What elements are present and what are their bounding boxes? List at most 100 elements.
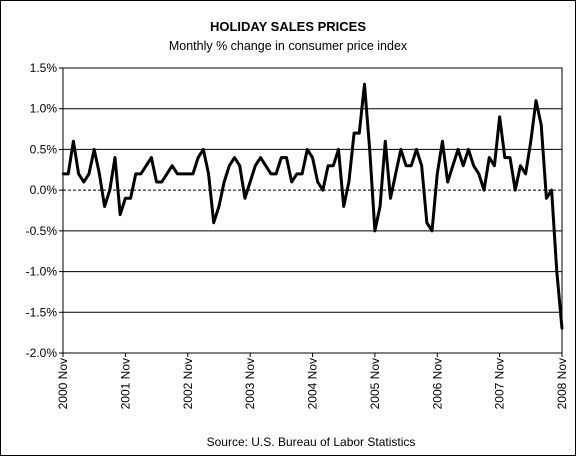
- data-point: [534, 99, 538, 102]
- data-point: [118, 213, 122, 216]
- data-point: [295, 172, 299, 176]
- data-point: [264, 164, 267, 167]
- data-point: [368, 148, 371, 151]
- data-point: [420, 164, 423, 167]
- data-point: [186, 172, 189, 176]
- x-tick-label: 2007 Nov: [493, 358, 507, 409]
- plot-area: [62, 67, 563, 354]
- data-point: [394, 172, 397, 176]
- data-point: [514, 188, 517, 192]
- x-tick-label: 2001 Nov: [118, 358, 132, 409]
- chart-title: HOLIDAY SALES PRICES: [210, 19, 366, 34]
- data-point: [389, 197, 392, 200]
- data-point: [113, 156, 117, 159]
- data-point: [415, 148, 418, 151]
- chart-source: Source: U.S. Bureau of Labor Statistics: [207, 435, 416, 449]
- data-point: [399, 148, 403, 151]
- data-point: [139, 172, 143, 176]
- gridlines: [63, 108, 562, 313]
- data-point: [165, 172, 169, 176]
- data-point: [196, 156, 200, 159]
- data-point: [425, 221, 429, 224]
- data-point: [451, 164, 455, 167]
- data-point: [540, 123, 543, 127]
- data-point: [524, 172, 527, 176]
- data-point: [550, 188, 553, 192]
- x-tick-label: 2000 Nov: [56, 358, 70, 409]
- y-tick-label: 1.0%: [30, 102, 58, 116]
- data-point: [170, 164, 174, 167]
- data-point: [233, 156, 236, 159]
- series-line-cpi-change: [63, 82, 564, 329]
- data-point: [98, 172, 101, 176]
- data-point: [436, 172, 439, 176]
- data-point: [482, 188, 486, 192]
- data-point: [269, 172, 273, 176]
- data-point: [358, 131, 361, 135]
- data-point: [462, 164, 465, 167]
- data-point: [337, 148, 340, 151]
- data-point: [404, 164, 408, 167]
- data-point: [72, 140, 75, 143]
- data-point: [285, 156, 288, 159]
- x-axis-tick-labels: 2000 Nov 2001 Nov 2002 Nov 2003 Nov 2004 Nov…: [56, 353, 569, 409]
- data-point: [103, 205, 106, 208]
- data-point: [306, 148, 309, 151]
- data-point: [545, 197, 548, 200]
- data-point: [129, 197, 132, 200]
- data-point: [108, 188, 111, 192]
- data-point: [150, 156, 153, 159]
- data-point: [300, 172, 304, 176]
- y-tick-label: -1.5%: [26, 305, 58, 319]
- y-axis-tick-labels: 1.5% 1.0% 0.5% 0.0% -0.5% -1.0% -1.5% -2.0%: [26, 61, 63, 360]
- y-tick-label: 1.5%: [30, 61, 58, 75]
- y-tick-label: 0.0%: [30, 183, 58, 197]
- series-layer: [61, 82, 564, 330]
- data-point: [217, 205, 221, 208]
- data-point: [477, 172, 481, 176]
- data-point: [87, 172, 91, 176]
- data-point: [472, 164, 475, 167]
- data-point: [316, 180, 319, 184]
- data-point: [503, 156, 507, 159]
- data-point: [378, 205, 382, 208]
- data-point: [441, 140, 444, 143]
- data-point: [134, 172, 137, 176]
- data-point: [456, 148, 460, 151]
- x-tick-label: 2006 Nov: [430, 358, 444, 409]
- data-point: [555, 270, 558, 273]
- data-point: [342, 205, 345, 208]
- data-point: [467, 148, 470, 151]
- data-point: [155, 180, 158, 184]
- data-point: [280, 156, 283, 159]
- x-tick-label: 2002 Nov: [181, 358, 195, 409]
- x-tick-label: 2004 Nov: [306, 358, 320, 409]
- data-point: [254, 164, 257, 167]
- x-tick-label: 2003 Nov: [243, 358, 257, 409]
- data-point: [352, 131, 356, 135]
- data-point: [238, 164, 241, 167]
- data-point: [67, 172, 70, 176]
- data-point: [384, 140, 387, 143]
- data-point: [488, 156, 491, 159]
- y-tick-label: -2.0%: [26, 346, 58, 360]
- data-point: [519, 164, 522, 167]
- data-point: [176, 172, 179, 176]
- data-point: [410, 164, 413, 167]
- data-point: [124, 197, 127, 200]
- data-point: [191, 172, 195, 176]
- data-point: [207, 172, 210, 176]
- data-point: [290, 180, 293, 184]
- data-point: [529, 140, 533, 143]
- chart-subtitle: Monthly % change in consumer price index: [169, 39, 408, 53]
- data-point: [248, 180, 252, 184]
- data-point: [493, 164, 496, 167]
- data-point: [311, 156, 314, 159]
- data-point: [77, 172, 80, 176]
- data-point: [222, 180, 226, 184]
- y-tick-label: -0.5%: [26, 224, 58, 238]
- data-point: [446, 180, 449, 184]
- x-tick-label: 2008 Nov: [555, 358, 569, 409]
